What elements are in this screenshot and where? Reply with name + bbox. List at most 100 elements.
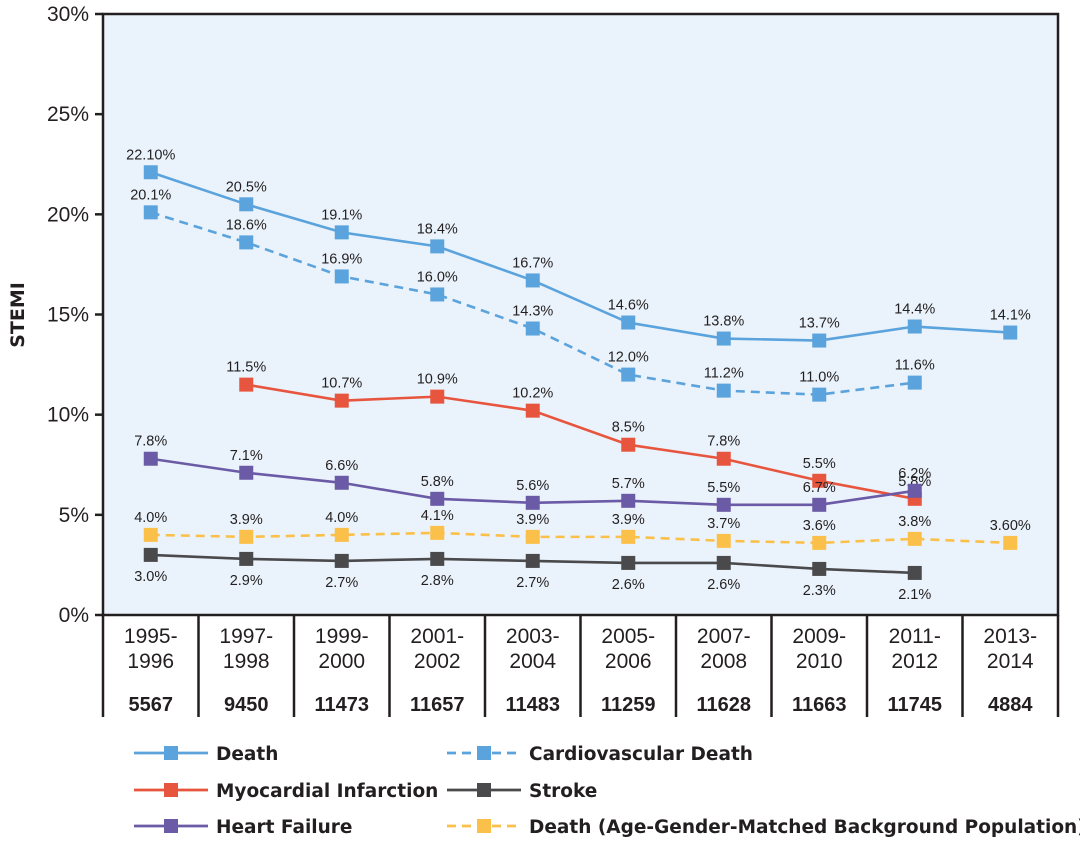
data-point-marker: [143, 165, 158, 180]
patient-count-label: 11483: [505, 694, 560, 716]
data-label: 7.1%: [230, 448, 263, 464]
legend-marker-swatch: [477, 819, 491, 833]
legend-item: Death (Age-Gender-Matched Background Pop…: [447, 817, 1080, 838]
data-point-marker: [430, 389, 445, 404]
x-category-label: 2013-: [983, 625, 1037, 648]
x-category-label: 2011-: [889, 625, 941, 648]
data-label: 3.9%: [516, 512, 549, 528]
data-point-marker: [1003, 325, 1018, 340]
data-point-marker: [430, 491, 445, 506]
data-point-marker: [239, 465, 254, 480]
data-point-marker: [239, 529, 254, 544]
data-label: 5.8%: [421, 474, 454, 490]
x-category-label: 2009-: [792, 625, 846, 648]
data-point-marker: [716, 497, 731, 512]
y-tick-label: 15%: [47, 304, 89, 327]
y-axis-label: STEMI: [7, 282, 29, 348]
x-category-label: 1996: [127, 650, 174, 673]
data-label: 4.1%: [421, 508, 454, 524]
data-label: 16.9%: [321, 251, 362, 267]
data-label: 5.5%: [707, 480, 740, 496]
data-point-marker: [812, 561, 827, 576]
data-label: 3.7%: [707, 516, 740, 532]
series-group: 20.1% 18.6% 16.9% 16.0% 14.3% 12.0% 11.2% 11.0%…: [130, 187, 935, 402]
data-label: 7.8%: [134, 434, 167, 450]
data-label: 11.2%: [704, 366, 744, 382]
data-label: 12.0%: [608, 350, 649, 366]
data-point-marker: [907, 483, 922, 498]
legend-label: Heart Failure: [216, 817, 352, 838]
data-label: 14.6%: [608, 298, 649, 314]
legend-item: Myocardial Infarction: [134, 781, 438, 802]
legend-item: Stroke: [447, 781, 597, 802]
legend-label: Stroke: [529, 781, 597, 802]
data-point-marker: [239, 551, 254, 566]
data-point-marker: [334, 393, 349, 408]
data-label: 6.6%: [325, 458, 358, 474]
data-label: 14.1%: [990, 308, 1031, 324]
data-label: 18.6%: [226, 217, 267, 233]
data-point-marker: [525, 273, 540, 288]
data-label: 3.0%: [134, 569, 167, 585]
data-point-marker: [430, 239, 445, 254]
legend-label: Death: [216, 744, 278, 765]
data-point-marker: [716, 451, 731, 466]
data-label: 2.7%: [325, 575, 358, 591]
legend-label: Death (Age-Gender-Matched Background Pop…: [529, 817, 1080, 838]
data-label: 6.7%: [803, 480, 836, 496]
data-point-marker: [716, 555, 731, 570]
x-category-label: 2006: [605, 650, 652, 673]
data-point-marker: [907, 319, 922, 334]
data-label: 11.6%: [895, 358, 935, 374]
data-label: 5.5%: [803, 456, 836, 472]
y-tick-label: 5%: [59, 504, 89, 527]
data-point-marker: [143, 205, 158, 220]
legend-label: Myocardial Infarction: [216, 781, 438, 802]
data-label: 13.7%: [799, 316, 840, 332]
x-category-label: 2003-: [506, 625, 560, 648]
series-group: 22.10% 20.5% 19.1% 18.4% 16.7% 14.6% 13.8% 13.7…: [126, 147, 1031, 348]
series-group: 4.0% 3.9% 4.0% 4.1% 3.9% 3.9% 3.7% 3.6% 3.8% 3.60…: [134, 508, 1031, 550]
x-category-label: 2010: [796, 650, 843, 673]
data-point-marker: [812, 473, 827, 488]
data-label: 4.0%: [134, 510, 167, 526]
data-point-marker: [525, 403, 540, 418]
data-point-marker: [907, 531, 922, 546]
patient-count-label: 9450: [224, 694, 269, 716]
data-label: 13.8%: [703, 314, 744, 330]
x-category-label: 2004: [509, 650, 556, 673]
data-label: 16.0%: [417, 269, 458, 285]
data-point-marker: [621, 437, 636, 452]
data-point-marker: [334, 269, 349, 284]
x-category-label: 1997-: [219, 625, 273, 648]
data-label: 2.6%: [707, 577, 740, 593]
data-label: 3.8%: [898, 514, 931, 530]
legend-marker-swatch: [477, 746, 491, 760]
data-point-marker: [621, 367, 636, 382]
data-point-marker: [143, 451, 158, 466]
patient-count-label: 11473: [314, 694, 369, 716]
legend-item: Cardiovascular Death: [447, 744, 753, 765]
data-point-marker: [812, 535, 827, 550]
legend-item: Heart Failure: [134, 817, 352, 838]
data-label: 20.5%: [226, 179, 267, 195]
patient-count-label: 4884: [988, 694, 1033, 716]
data-point-marker: [239, 377, 254, 392]
y-tick-label: 20%: [47, 203, 89, 226]
data-point-marker: [525, 529, 540, 544]
data-point-marker: [812, 333, 827, 348]
x-category-label: 1998: [223, 650, 270, 673]
y-tick-label: 0%: [59, 604, 89, 627]
x-category-label: 2007-: [697, 625, 751, 648]
series-group: 7.8% 7.1% 6.6% 5.8% 5.6% 5.7% 5.5% 6.7% 6.2%: [134, 434, 931, 512]
y-tick-label: 25%: [47, 103, 89, 126]
data-label: 5.7%: [612, 476, 645, 492]
data-label: 20.1%: [130, 187, 171, 203]
series-line: [150, 211, 915, 396]
data-label: 3.60%: [990, 518, 1031, 534]
series-line: [246, 383, 915, 501]
legend-marker-swatch: [164, 746, 178, 760]
y-tick-label: 30%: [47, 3, 89, 26]
data-label: 3.9%: [230, 512, 263, 528]
data-point-marker: [621, 493, 636, 508]
